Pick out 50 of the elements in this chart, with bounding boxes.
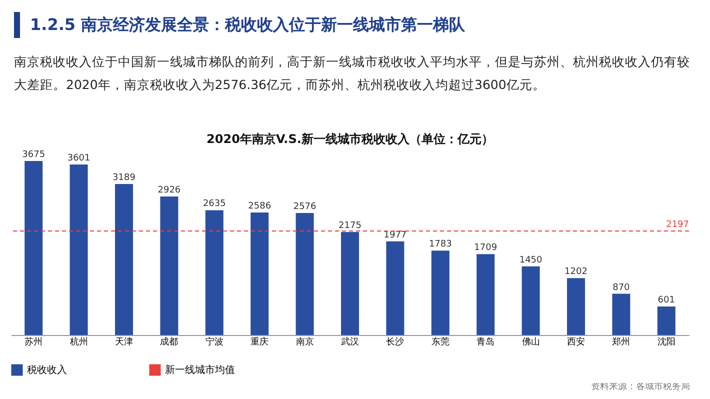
legend-label: 新一线城市均值 <box>165 364 235 376</box>
x-tick-label: 宁波 <box>205 336 224 348</box>
bar <box>657 306 676 335</box>
x-tick-label: 重庆 <box>250 336 269 348</box>
data-label: 2586 <box>248 202 272 212</box>
x-tick-label: 南京 <box>296 336 314 348</box>
data-label: 2635 <box>202 199 226 210</box>
legend-label: 税收收入 <box>27 364 67 376</box>
x-tick-label: 成都 <box>160 336 178 348</box>
bar <box>70 164 88 335</box>
bar <box>24 161 43 335</box>
data-label: 2926 <box>158 185 181 196</box>
x-tick-label: 长沙 <box>386 336 404 348</box>
text: 1.2.5 南京经济发展全景：税收收入位于新一线城市第一梯队 <box>14 12 630 38</box>
bar <box>522 266 540 335</box>
bar <box>431 250 450 335</box>
x-tick-label: 沈阳 <box>657 336 676 348</box>
data-label: 2175 <box>338 221 362 232</box>
bar <box>612 294 630 335</box>
data-label: 1783 <box>428 240 452 250</box>
data-label: 601 <box>658 296 675 306</box>
bar <box>296 213 314 335</box>
annotation: 2197 <box>666 220 689 230</box>
bar <box>476 254 495 335</box>
x-tick-label: 苏州 <box>24 336 43 348</box>
bar <box>341 232 359 335</box>
data-label: 1450 <box>519 255 543 266</box>
bar <box>160 196 178 335</box>
bar <box>386 241 404 335</box>
x-tick-label: 青岛 <box>476 336 495 348</box>
data-label: 870 <box>612 282 630 293</box>
bar <box>567 278 585 335</box>
data-label: 1202 <box>564 267 588 278</box>
data-label: 3189 <box>112 173 136 184</box>
x-tick-label: 天津 <box>115 336 133 348</box>
chart-title: 2020年南京V.S.新一线城市税收收入（单位：亿元） <box>206 132 494 146</box>
data-label: 3675 <box>22 150 46 160</box>
x-tick-label: 武汉 <box>341 336 359 348</box>
data-label: 2576 <box>293 202 317 212</box>
data-label: 3601 <box>67 154 90 164</box>
bar <box>115 184 133 335</box>
text: 南京税收收入位于中国新一线城市梯队的前列，高于新一线城市税收收入平均水平，但是与苏州、杭州税收收入仍有较大差距。2020年，南京税收收入为2576.36亿元，而苏州、杭州税收收入均超过3600亿元。 <box>14 53 691 94</box>
x-tick-label: 东莞 <box>431 336 450 348</box>
data-label: 1709 <box>474 243 498 254</box>
x-tick-label: 西安 <box>567 336 585 348</box>
x-tick-label: 郑州 <box>612 336 630 348</box>
bar <box>205 210 224 335</box>
bar <box>250 212 269 335</box>
x-tick-label: 杭州 <box>68 336 88 348</box>
x-tick-label: 佛山 <box>522 336 540 348</box>
